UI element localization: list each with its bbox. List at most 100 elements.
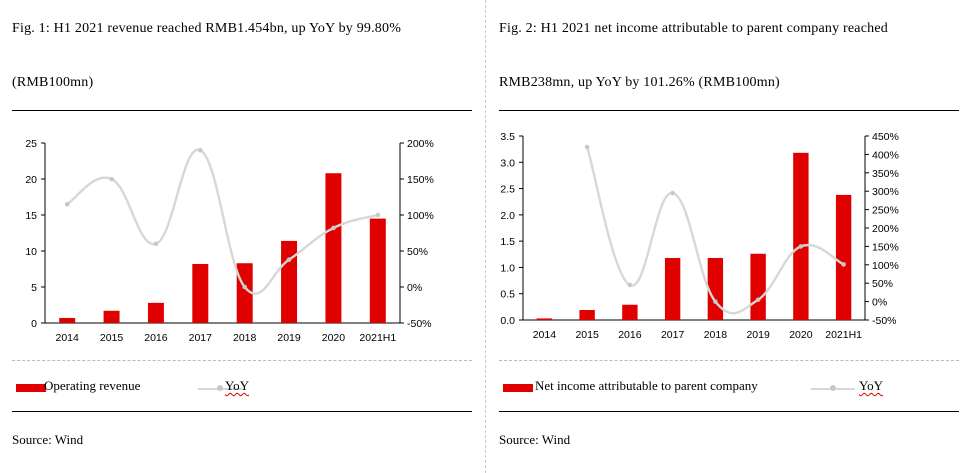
x-tick-label: 2014	[533, 329, 557, 341]
yoy-point	[242, 284, 247, 290]
left-tick-label: 5	[31, 282, 37, 294]
chart-legend: Net income attributable to parent compan…	[499, 378, 959, 400]
bar	[281, 240, 298, 323]
x-tick-label: 2019	[746, 329, 770, 341]
yoy-point	[713, 299, 718, 304]
right-tick-label: 0%	[407, 282, 422, 294]
x-tick-label: 2021H1	[825, 329, 862, 341]
top-rule	[12, 110, 472, 111]
bar	[793, 152, 809, 320]
left-tick-label: 3.5	[500, 131, 515, 143]
right-tick-label: 100%	[407, 210, 434, 222]
yoy-point	[841, 262, 846, 267]
bar	[147, 302, 164, 323]
source-note: Source: Wind	[12, 432, 84, 447]
yoy-line	[66, 148, 379, 295]
bar	[707, 257, 724, 320]
yoy-point	[109, 176, 114, 182]
yoy-point	[331, 225, 336, 231]
yoy-line	[585, 146, 845, 315]
yoy-point	[64, 201, 70, 207]
x-tick-label: 2015	[100, 332, 124, 344]
left-tick-label: 20	[25, 174, 37, 186]
chart-legend: Operating revenue YoY	[12, 378, 472, 400]
x-tick-label: 2017	[189, 332, 213, 344]
left-tick-label: 0	[31, 318, 37, 330]
x-tick-label: 2017	[661, 329, 685, 341]
yoy-point	[798, 244, 804, 249]
yoy-point	[375, 212, 381, 218]
bar	[664, 257, 681, 320]
right-tick-label: 0%	[872, 297, 887, 309]
yoy-point	[198, 147, 203, 153]
bar	[103, 310, 120, 323]
right-tick-label: 50%	[407, 246, 428, 258]
caption-line-1: Fig. 2: H1 2021 net income attributable …	[499, 21, 888, 36]
left-tick-label: 1.5	[500, 236, 515, 248]
legend-bar-label: Net income attributable to parent compan…	[535, 378, 758, 393]
right-tick-label: -50%	[407, 318, 432, 330]
right-tick-label: 200%	[407, 138, 434, 150]
panel-separator	[485, 0, 487, 473]
x-tick-label: 2020	[322, 332, 346, 344]
bottom-rule	[499, 411, 959, 412]
right-tick-label: 200%	[872, 223, 899, 235]
caption-line-2: (RMB100mn)	[12, 75, 94, 90]
left-tick-label: 3.0	[500, 157, 515, 169]
bar	[750, 253, 766, 320]
x-tick-label: 2019	[277, 332, 301, 344]
top-rule	[499, 110, 959, 111]
right-tick-label: 150%	[407, 174, 434, 186]
right-tick-label: 100%	[872, 260, 899, 272]
left-tick-label: 2.5	[500, 184, 515, 196]
yoy-point	[584, 144, 590, 150]
right-tick-label: 250%	[872, 205, 899, 217]
legend-line-marker	[830, 385, 836, 391]
yoy-point	[286, 257, 292, 262]
x-tick-label: 2016	[618, 329, 642, 341]
yoy-point	[627, 282, 633, 288]
left-tick-label: 25	[25, 138, 37, 150]
left-tick-label: 0.0	[500, 315, 515, 327]
right-tick-label: 50%	[872, 278, 893, 290]
bar	[579, 310, 595, 320]
middle-rule	[12, 360, 472, 361]
right-tick-label: 300%	[872, 186, 899, 198]
right-tick-label: 350%	[872, 168, 899, 180]
x-tick-label: 2018	[233, 332, 257, 344]
bar	[59, 317, 76, 323]
left-tick-label: 10	[25, 246, 37, 258]
x-tick-label: 2015	[575, 329, 599, 341]
bar	[622, 304, 638, 320]
net-income-chart: 0.0 0.5 1.0 1.5 2.0 2.5 3.0 3.5 -50% 0% 50% 100% 150…	[500, 131, 899, 341]
yoy-point	[153, 241, 159, 247]
x-tick-label: 2014	[56, 332, 80, 344]
legend-line-label: YoY	[225, 378, 249, 393]
bar	[835, 194, 852, 320]
source-note: Source: Wind	[499, 432, 571, 447]
left-tick-label: 2.0	[500, 210, 515, 222]
yoy-point	[670, 190, 675, 196]
bar	[536, 318, 553, 320]
legend-line-marker	[217, 385, 223, 391]
figure-caption: Fig. 1: H1 2021 revenue reached RMB1.454…	[12, 16, 472, 96]
figure-panel-1: Fig. 1: H1 2021 revenue reached RMB1.454…	[0, 0, 484, 473]
yoy-point	[755, 297, 761, 303]
x-tick-label: 2016	[144, 332, 168, 344]
x-tick-label: 2020	[789, 329, 813, 341]
right-tick-label: -50%	[872, 315, 897, 327]
caption-line-1: Fig. 1: H1 2021 revenue reached RMB1.454…	[12, 21, 402, 36]
legend-bar-swatch	[16, 384, 46, 392]
caption-line-2: RMB238mn, up YoY by 101.26% (RMB100mn)	[499, 75, 780, 90]
left-tick-label: 1.0	[500, 262, 515, 274]
right-tick-label: 400%	[872, 149, 899, 161]
right-tick-label: 450%	[872, 131, 899, 143]
left-tick-label: 15	[25, 210, 37, 222]
x-tick-label: 2018	[704, 329, 728, 341]
legend-bar-swatch	[503, 384, 533, 392]
bar	[369, 218, 386, 323]
figure-panel-2: Fig. 2: H1 2021 net income attributable …	[487, 0, 971, 473]
bottom-rule	[12, 411, 472, 412]
middle-rule	[499, 360, 959, 361]
left-tick-label: 0.5	[500, 289, 515, 301]
